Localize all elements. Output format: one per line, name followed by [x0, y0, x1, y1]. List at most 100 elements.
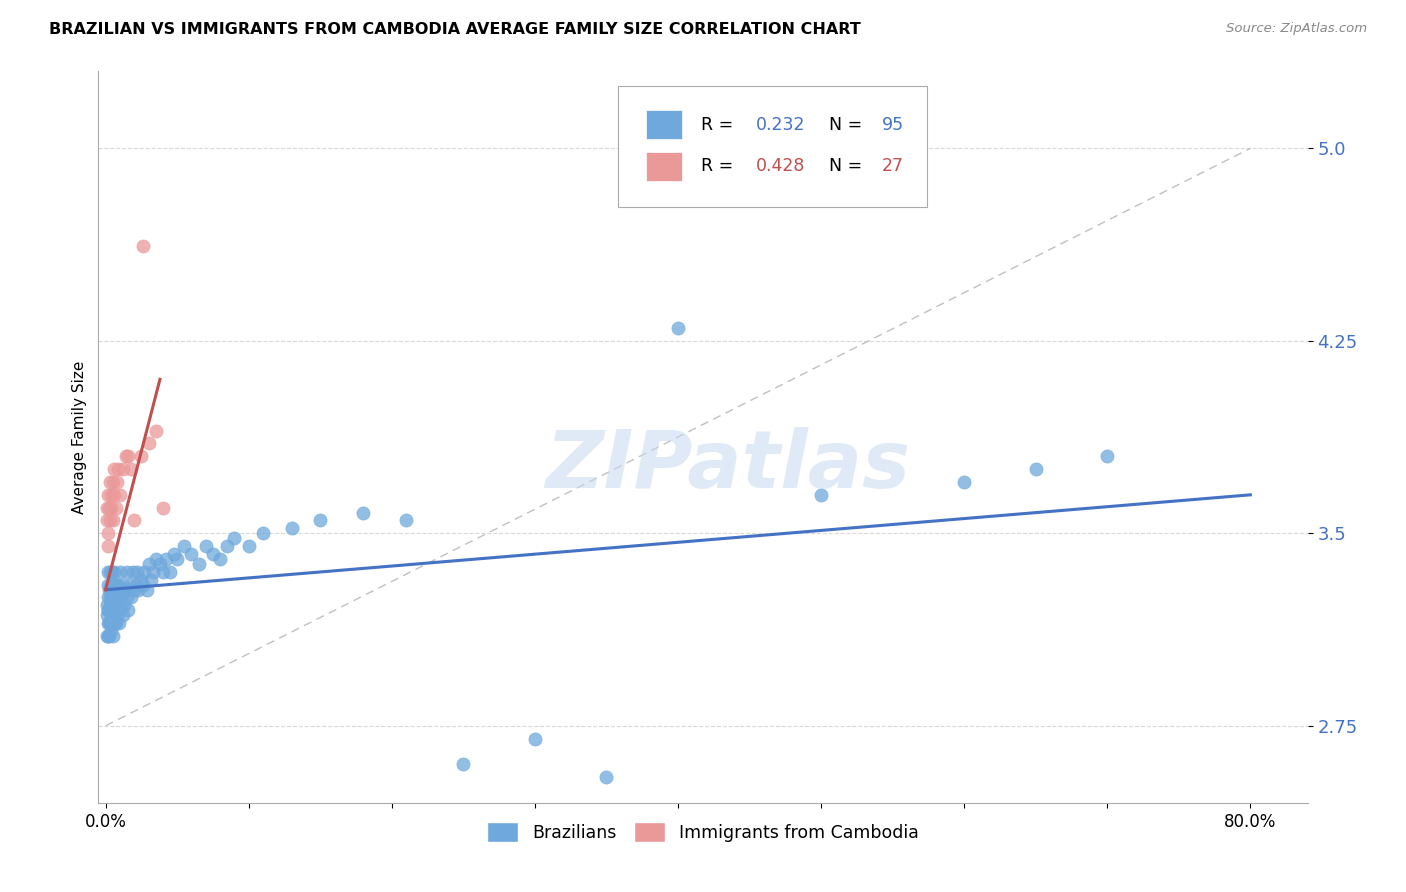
Point	[101, 603, 124, 617]
Point	[112, 598, 135, 612]
Point	[97, 629, 120, 643]
Point	[138, 436, 160, 450]
Point	[453, 757, 475, 772]
Point	[111, 608, 134, 623]
Text: ZIPatlas: ZIPatlas	[544, 427, 910, 506]
Point	[142, 565, 165, 579]
Point	[98, 616, 121, 631]
Point	[98, 475, 121, 489]
Point	[114, 582, 136, 597]
Bar	[647, 152, 682, 181]
Point	[97, 526, 120, 541]
Text: N =: N =	[828, 158, 868, 176]
Point	[155, 552, 177, 566]
Point	[352, 506, 374, 520]
Point	[98, 629, 121, 643]
Bar	[647, 110, 682, 139]
Text: 0.232: 0.232	[756, 116, 806, 134]
Point	[131, 573, 153, 587]
Text: BRAZILIAN VS IMMIGRANTS FROM CAMBODIA AVERAGE FAMILY SIZE CORRELATION CHART: BRAZILIAN VS IMMIGRANTS FROM CAMBODIA AV…	[49, 22, 860, 37]
Point	[125, 565, 148, 579]
Point	[101, 514, 124, 528]
Point	[224, 532, 246, 546]
Point	[136, 582, 159, 597]
Point	[108, 565, 131, 579]
Point	[110, 591, 132, 605]
Point	[152, 565, 174, 579]
Point	[209, 552, 232, 566]
Point	[111, 577, 134, 591]
Point	[1025, 462, 1047, 476]
Point	[103, 462, 125, 476]
Point	[104, 500, 127, 515]
Point	[134, 565, 156, 579]
Text: 95: 95	[882, 116, 904, 134]
Point	[103, 603, 125, 617]
Point	[97, 603, 120, 617]
Point	[100, 488, 122, 502]
Point	[118, 577, 141, 591]
Point	[127, 582, 149, 597]
Point	[107, 577, 129, 591]
Point	[217, 539, 239, 553]
Point	[98, 591, 121, 605]
Point	[120, 462, 142, 476]
Point	[180, 547, 202, 561]
Point	[166, 552, 188, 566]
Point	[252, 526, 274, 541]
Point	[108, 582, 131, 597]
Point	[115, 591, 138, 605]
Point	[96, 500, 118, 515]
Point	[117, 603, 139, 617]
Point	[100, 624, 122, 638]
Point	[103, 488, 125, 502]
Point	[523, 731, 546, 746]
Point	[97, 616, 120, 631]
Point	[96, 598, 118, 612]
Point	[1097, 450, 1119, 464]
Point	[117, 450, 139, 464]
Point	[105, 591, 128, 605]
Point	[149, 557, 172, 571]
Point	[96, 608, 118, 623]
Point	[201, 547, 224, 561]
Point	[953, 475, 976, 489]
Y-axis label: Average Family Size: Average Family Size	[72, 360, 87, 514]
Point	[104, 616, 127, 631]
Point	[96, 514, 118, 528]
Point	[97, 539, 120, 553]
Point	[152, 500, 174, 515]
Point	[97, 603, 120, 617]
Point	[132, 577, 155, 591]
FancyBboxPatch shape	[619, 86, 927, 207]
Point	[101, 475, 124, 489]
Point	[98, 565, 121, 579]
Point	[595, 770, 617, 784]
Point	[187, 557, 209, 571]
Point	[100, 577, 122, 591]
Point	[141, 573, 163, 587]
Point	[101, 577, 124, 591]
Point	[238, 539, 260, 553]
Point	[666, 321, 689, 335]
Point	[145, 552, 167, 566]
Point	[101, 565, 124, 579]
Point	[115, 565, 138, 579]
Point	[163, 547, 186, 561]
Point	[120, 591, 142, 605]
Point	[97, 616, 120, 631]
Point	[145, 424, 167, 438]
Point	[101, 629, 124, 643]
Point	[98, 603, 121, 617]
Point	[105, 475, 128, 489]
Point	[98, 500, 121, 515]
Point	[107, 462, 129, 476]
Point	[138, 557, 160, 571]
Point	[122, 514, 145, 528]
Point	[132, 239, 155, 253]
Point	[100, 608, 122, 623]
Text: 27: 27	[882, 158, 904, 176]
Point	[105, 603, 128, 617]
Point	[110, 603, 132, 617]
Point	[103, 565, 125, 579]
